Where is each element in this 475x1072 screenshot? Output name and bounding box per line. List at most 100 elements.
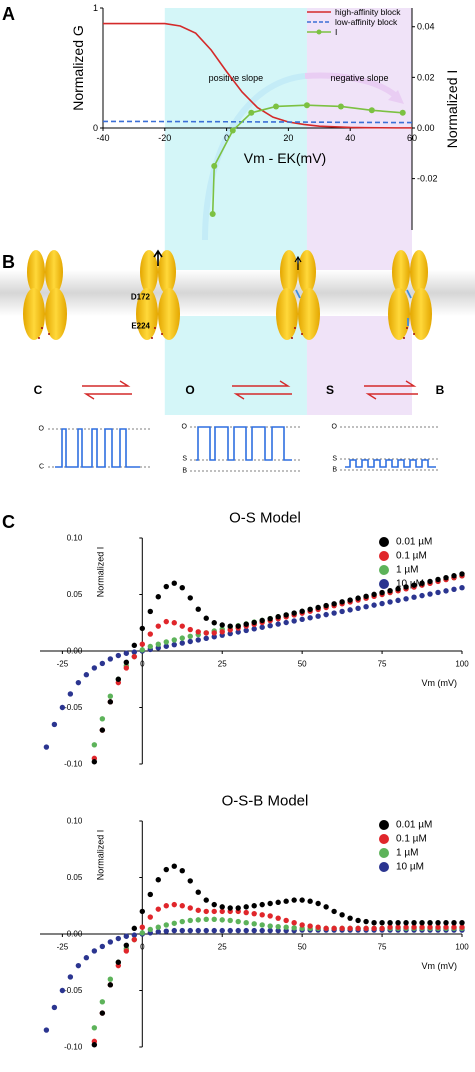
x-tick-label: 50 — [298, 943, 307, 952]
data-point — [123, 948, 130, 954]
panel-label: C — [2, 512, 15, 532]
data-point — [291, 610, 297, 616]
data-point — [107, 976, 114, 982]
level-label: S — [332, 456, 337, 463]
data-point — [163, 903, 169, 909]
data-point — [203, 927, 209, 934]
data-point — [355, 925, 361, 932]
data-point — [163, 866, 169, 873]
data-point — [147, 608, 153, 615]
data-point — [219, 917, 225, 923]
data-point — [243, 904, 249, 910]
legend-marker — [379, 848, 389, 858]
data-point — [139, 625, 146, 632]
x-tick-label: 50 — [298, 660, 307, 669]
data-point — [115, 652, 122, 659]
data-point — [171, 927, 177, 934]
data-point — [347, 607, 353, 613]
data-point — [275, 614, 281, 620]
data-point — [283, 917, 289, 924]
data-point — [163, 922, 169, 928]
data-point — [123, 650, 130, 656]
data-point — [315, 924, 321, 930]
data-point — [443, 924, 449, 930]
data-point — [179, 623, 185, 629]
data-point — [275, 927, 281, 934]
y-tick-label: -0.05 — [64, 703, 83, 712]
legend-label: 0.01 µM — [396, 820, 432, 831]
x-tick-label: -20 — [158, 133, 171, 143]
legend-label: I — [335, 27, 337, 37]
state-label: B — [436, 383, 445, 397]
data-point — [371, 925, 377, 932]
y-tick-label: -0.10 — [64, 1043, 83, 1052]
region-label: positive slope — [209, 73, 264, 83]
data-point — [323, 611, 329, 618]
y-tick-label: 0.00 — [67, 930, 83, 939]
legend-label: 0.1 µM — [396, 834, 427, 845]
data-point — [275, 621, 281, 627]
data-point — [203, 615, 209, 621]
data-point — [211, 634, 217, 640]
data-point — [307, 923, 313, 929]
data-point — [267, 615, 273, 622]
data-point — [243, 621, 249, 627]
data-point — [43, 744, 50, 750]
data-point — [251, 921, 257, 927]
data-point — [195, 917, 201, 923]
data-point — [235, 918, 241, 925]
data-point — [229, 127, 236, 134]
data-point — [339, 925, 345, 932]
data-point — [51, 1004, 58, 1011]
x-tick-label: -25 — [57, 943, 69, 952]
legend-marker — [379, 834, 389, 844]
data-point — [99, 660, 106, 667]
data-point — [243, 927, 249, 934]
x-tick-label: 0 — [224, 133, 229, 143]
data-point — [259, 624, 265, 630]
x-axis-label: Vm (mV) — [422, 678, 458, 688]
data-point — [131, 642, 138, 649]
legend-marker — [379, 551, 389, 561]
data-point — [107, 656, 114, 662]
data-point — [235, 927, 241, 934]
data-point — [259, 901, 265, 908]
data-point — [187, 595, 193, 601]
data-point — [387, 587, 393, 594]
data-point — [115, 935, 122, 942]
data-point — [451, 924, 457, 930]
data-point — [427, 591, 433, 597]
data-point — [163, 618, 169, 625]
data-point — [419, 924, 425, 930]
data-point — [371, 591, 377, 598]
data-point — [171, 863, 177, 869]
data-point — [147, 891, 153, 898]
data-point — [355, 605, 361, 611]
data-point — [155, 924, 161, 930]
data-point — [187, 927, 193, 934]
state-label: C — [34, 383, 43, 397]
data-point — [75, 962, 82, 969]
data-point — [179, 903, 185, 909]
chart-title: O-S Model — [229, 510, 301, 527]
data-point — [187, 917, 193, 924]
series-line — [103, 22, 412, 129]
residue-label: D172 — [131, 293, 151, 302]
data-point — [291, 618, 297, 624]
data-point — [139, 924, 146, 930]
panel-label: B — [2, 252, 15, 272]
legend-label: 0.1 µM — [396, 551, 427, 562]
data-point — [403, 920, 409, 926]
data-point — [331, 601, 337, 607]
legend-marker — [316, 29, 322, 35]
data-point — [163, 643, 169, 649]
data-point — [299, 608, 305, 614]
data-point — [67, 974, 74, 980]
data-point — [331, 610, 337, 616]
data-point — [399, 109, 406, 116]
y-axis-label: Normalized G — [70, 25, 86, 111]
y-axis-label: Normalized I — [95, 547, 105, 598]
data-point — [227, 927, 233, 934]
x-tick-label: -40 — [96, 133, 109, 143]
current-trace — [55, 428, 140, 468]
